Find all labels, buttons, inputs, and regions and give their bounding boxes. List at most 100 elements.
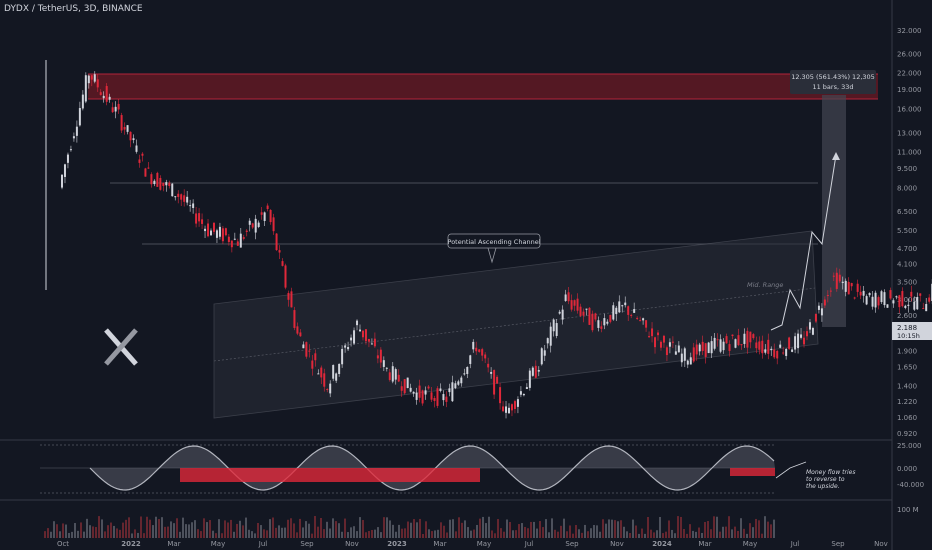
channel-label: Potential Ascending Channel — [448, 238, 541, 246]
volume-bar — [281, 527, 283, 538]
candle — [323, 368, 326, 392]
candle — [522, 393, 525, 397]
candle — [204, 225, 207, 239]
candle — [570, 294, 573, 312]
candle — [850, 282, 853, 291]
candle — [490, 367, 493, 379]
candle — [621, 304, 624, 313]
candle — [481, 347, 484, 362]
candle — [466, 366, 469, 379]
candle — [564, 289, 567, 302]
candle — [314, 349, 317, 367]
volume-bar — [638, 533, 640, 538]
price-tick-label: 1.400 — [897, 382, 917, 390]
volume-bar — [572, 533, 574, 538]
volume-bar — [47, 528, 49, 538]
candle — [549, 322, 552, 353]
last-price-tag — [892, 322, 932, 340]
volume-bar — [182, 517, 184, 538]
volume-bar — [467, 527, 469, 538]
volume-bar — [470, 530, 472, 538]
candle — [791, 347, 794, 353]
candle — [233, 232, 236, 241]
candle — [117, 98, 120, 114]
candle — [230, 240, 233, 253]
candle — [454, 380, 457, 390]
candle — [502, 401, 505, 413]
candle — [150, 172, 153, 188]
price-tick-label: 0.920 — [897, 430, 917, 438]
candle — [376, 349, 379, 364]
candle — [317, 369, 320, 375]
price-tick-label: 5.500 — [897, 227, 917, 235]
candle — [156, 171, 159, 187]
volume-bar — [314, 516, 316, 538]
candle — [218, 222, 221, 240]
volume-bar — [755, 518, 757, 538]
volume-bar — [320, 517, 322, 538]
candle — [132, 134, 135, 144]
candles — [61, 71, 932, 419]
candle — [808, 319, 811, 334]
time-tick-label: May — [211, 540, 225, 548]
candle — [361, 330, 364, 341]
candle — [642, 317, 645, 325]
volume-bar — [608, 519, 610, 538]
time-tick-label: Jul — [790, 540, 800, 548]
volume-bar — [101, 519, 103, 538]
osc-tick-label: 0.000 — [897, 465, 917, 473]
volume-bar — [371, 529, 373, 538]
candle — [168, 180, 171, 189]
candle — [61, 174, 63, 190]
volume-bar — [143, 533, 145, 538]
candle — [430, 387, 433, 403]
candle — [111, 102, 114, 114]
candle — [758, 336, 761, 355]
volume-bar — [236, 523, 238, 538]
volume-bar — [317, 526, 319, 538]
price-tick-label: 26.000 — [897, 51, 922, 59]
volume-bar — [662, 533, 664, 538]
volume-bar — [533, 521, 535, 538]
candle — [302, 341, 305, 349]
volume-bar — [689, 524, 691, 538]
volume-bar — [107, 525, 109, 538]
chart-title: DYDX / TetherUS, 3D, BINANCE — [4, 4, 143, 14]
label-pointer — [487, 247, 497, 264]
candle — [513, 399, 516, 414]
candle — [433, 395, 436, 408]
volume-bar — [353, 526, 355, 538]
candle — [516, 396, 519, 414]
volume-bar — [134, 529, 136, 538]
volume-bar — [734, 526, 736, 538]
candle — [731, 334, 734, 340]
volume-bar — [446, 532, 448, 538]
candle — [320, 365, 323, 385]
candle — [66, 152, 69, 169]
volume-bar — [419, 518, 421, 538]
volume-bar — [191, 522, 193, 538]
volume-bar — [743, 528, 745, 538]
candle — [460, 375, 463, 387]
volume-bar — [428, 529, 430, 538]
candle — [159, 175, 162, 191]
candle — [728, 340, 731, 357]
volume-bar — [542, 527, 544, 538]
candle — [487, 357, 490, 373]
candle — [904, 304, 907, 310]
candle — [880, 289, 883, 304]
volume-bar — [461, 522, 463, 538]
candle — [439, 383, 442, 393]
volume-bar — [650, 529, 652, 538]
volume-bar — [275, 527, 277, 538]
volume-bar — [653, 532, 655, 538]
time-tick-label: Nov — [874, 540, 888, 548]
candle — [207, 219, 210, 238]
candle — [84, 72, 87, 104]
volume-bar — [710, 529, 712, 538]
candle — [311, 354, 314, 376]
volume-bar — [221, 533, 223, 538]
volume-bar — [170, 521, 172, 538]
candle — [654, 336, 657, 354]
